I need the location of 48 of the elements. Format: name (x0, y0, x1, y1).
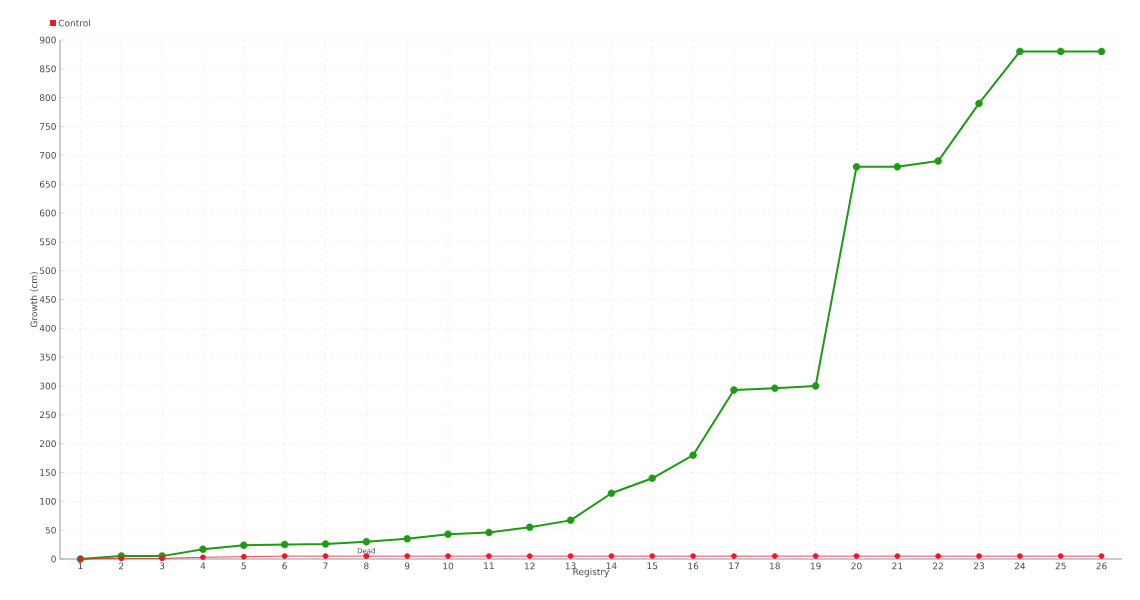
x-tick-label: 25 (1055, 562, 1066, 570)
x-tick-label: 19 (810, 562, 821, 570)
x-tick-label: 17 (729, 562, 739, 570)
x-tick-label: 9 (404, 562, 410, 570)
y-tick-label: 600 (39, 209, 56, 217)
x-tick-label: 26 (1096, 562, 1107, 570)
y-tick-label: 700 (40, 151, 56, 159)
y-tick-label: 100 (40, 497, 56, 505)
y-tick-label: 650 (39, 180, 56, 188)
y-tick-label: 900 (39, 36, 56, 44)
y-tick-label: 450 (39, 296, 56, 303)
x-tick-label: 23 (973, 562, 985, 570)
x-tick-label: 2 (119, 562, 124, 570)
y-tick-label: 150 (40, 469, 56, 476)
x-tick-label: 6 (282, 562, 287, 570)
x-tick-label: 1 (78, 562, 83, 570)
x-tick-label: 12 (524, 562, 535, 570)
y-tick-label: 550 (39, 238, 56, 246)
y-tick-label: 300 (39, 382, 56, 390)
x-tick-label: 8 (364, 562, 369, 570)
y-axis-title: Growth (cm) (30, 272, 39, 328)
x-tick-label: 11 (484, 562, 494, 570)
x-tick-label: 13 (565, 562, 576, 570)
x-tick-label: 20 (851, 562, 862, 570)
y-tick-label: 200 (39, 440, 56, 448)
y-tick-label: 0 (51, 555, 56, 563)
x-tick-label: 18 (770, 562, 780, 570)
x-tick-label: 24 (1014, 562, 1026, 570)
y-tick-label: 750 (40, 123, 56, 130)
x-tick-label: 3 (159, 562, 165, 570)
x-tick-label: 10 (443, 562, 454, 570)
y-tick-label: 50 (45, 526, 56, 534)
x-tick-label: 14 (606, 562, 617, 570)
x-axis-title: Registry (573, 568, 610, 577)
y-tick-label: 500 (39, 267, 56, 275)
x-tick-label: 4 (200, 562, 206, 570)
x-tick-label: 16 (688, 562, 699, 570)
x-tick-label: 21 (892, 562, 903, 570)
x-tick-label: 15 (647, 562, 658, 570)
x-tick-label: 5 (241, 562, 246, 570)
y-tick-label: 350 (39, 353, 56, 361)
legend-label: Control (58, 19, 90, 27)
x-tick-label: 7 (323, 562, 328, 570)
y-tick-label: 850 (39, 65, 56, 73)
y-tick-label: 250 (39, 411, 56, 419)
y-tick-label: 800 (39, 94, 56, 102)
y-tick-label: 400 (39, 324, 56, 332)
x-tick-label: 22 (933, 562, 943, 570)
